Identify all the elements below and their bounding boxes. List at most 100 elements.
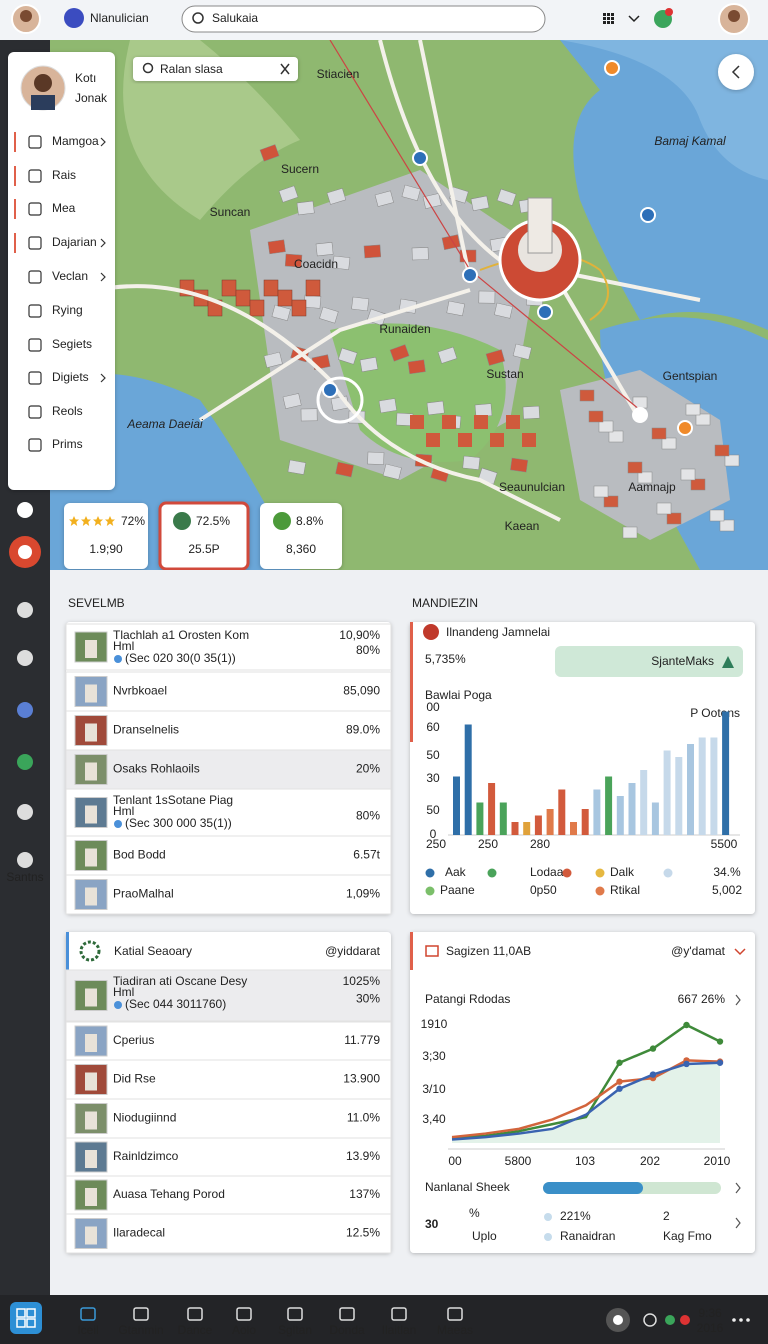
menu-item: Prims — [52, 437, 83, 451]
map-label: Aeama Daeiai — [126, 417, 203, 431]
list-row[interactable]: Bod Bodd 6.57t — [65, 835, 392, 876]
bottom-nav-item[interactable]: Gtanmin — [118, 1307, 164, 1337]
row-title: Ilaradecal — [113, 1226, 165, 1240]
bottom-nav-item[interactable]: Donda — [329, 1307, 365, 1337]
nav-label: Gtanmin — [118, 1323, 163, 1337]
bar — [546, 809, 554, 835]
stat-badge: 72.5% — [196, 514, 230, 528]
avatar-face — [20, 10, 32, 22]
menu-row[interactable]: Prims — [52, 437, 83, 451]
y-tick-label: 30 — [426, 771, 440, 785]
row-bg — [65, 710, 392, 751]
apps-icon — [603, 13, 606, 16]
menu-icon — [28, 338, 42, 352]
menu-row[interactable]: Mea — [52, 201, 76, 215]
list-row[interactable]: Osaks Rohlaoils 20% — [65, 749, 392, 790]
bottom-nav-item[interactable]: Aolo — [232, 1307, 256, 1337]
home-icon — [16, 1318, 26, 1328]
bottom-bar — [0, 1295, 768, 1344]
card-icon — [79, 940, 101, 962]
map[interactable]: Stiacien Sucern Suncan Coacidn Runaiden Susta… — [50, 40, 768, 570]
y-tick-label: 50 — [426, 748, 440, 762]
row-subtitle: Hml — [113, 804, 134, 818]
card-title: Katial Seaoary — [114, 944, 192, 958]
list-row[interactable]: Niodugiinnd 11.0% — [65, 1098, 392, 1139]
chevron — [100, 238, 106, 248]
search-icon — [142, 62, 154, 74]
row-meta: (Sec 300 000 35(1)) — [125, 816, 232, 830]
bottom-nav-item[interactable]: Iceil — [77, 1307, 99, 1337]
bottom-nav-item[interactable]: Dance — [178, 1307, 213, 1337]
link[interactable]: @y'damat — [671, 944, 725, 958]
list-row[interactable]: Auasa Tehang Porod 137% — [65, 1175, 392, 1215]
menu-row[interactable]: Segiets — [52, 337, 92, 351]
profile-name: Kotı — [75, 71, 96, 85]
nav-label: Dance — [178, 1323, 213, 1337]
legend-label: 5,002 — [712, 883, 742, 897]
menu-icon — [28, 304, 42, 318]
map-label: Suncan — [210, 205, 251, 219]
list-row[interactable]: PraoMalhal 1,09% — [65, 874, 392, 915]
menu-marker — [14, 199, 16, 219]
row-title: Osaks Rohlaoils — [113, 762, 200, 776]
home-icon — [26, 1308, 36, 1318]
menu-row[interactable]: Veclan — [52, 269, 88, 283]
menu-row[interactable]: Reols — [52, 404, 83, 418]
progress-fill — [543, 1182, 643, 1194]
list-row[interactable]: Did Rse 13.900 — [65, 1059, 392, 1100]
menu-row[interactable]: Digiets — [52, 370, 89, 384]
legend-label: 0p50 — [530, 883, 557, 897]
y-tick-label: 60 — [426, 720, 440, 734]
bottom-nav-item[interactable]: Sgltan — [278, 1307, 312, 1337]
card-link: @y'damat — [671, 944, 725, 958]
list-row[interactable]: Dranselnelis 89.0% — [65, 710, 392, 751]
road — [378, 40, 701, 302]
map-search — [133, 57, 298, 81]
row-meta: (Sec 020 30(0 35(1)) — [125, 651, 236, 665]
map-pin — [604, 60, 620, 76]
link[interactable]: @yiddarat — [325, 944, 381, 958]
nav-label: Sgltan — [278, 1323, 312, 1337]
building — [510, 457, 529, 473]
summary-title: Nanlanal Sheek — [425, 1180, 511, 1194]
building — [335, 461, 354, 478]
row-value: 13.900 — [343, 1072, 380, 1086]
menu-row[interactable]: Dajarian — [52, 235, 97, 249]
list-row[interactable]: Nvrbkoael 85,090 — [65, 671, 392, 712]
menu-row[interactable]: Rying — [52, 303, 83, 317]
list-row[interactable]: Rainldzimco 13.9% — [65, 1137, 392, 1177]
bottom-nav-item[interactable]: Maeas — [437, 1307, 473, 1337]
thumbnail-building — [85, 762, 97, 781]
apps-icon — [603, 21, 606, 24]
search-placeholder: Salukaia — [212, 11, 258, 25]
thumbnail-building — [85, 887, 97, 906]
building — [442, 415, 456, 429]
building — [411, 247, 429, 261]
menu-marker — [14, 233, 16, 253]
list-row[interactable]: Cperius 11.779 — [65, 1021, 392, 1061]
chevron — [100, 373, 106, 383]
chart-subtitle: Bawlai Poga — [425, 688, 492, 702]
line — [451, 1023, 721, 1140]
bar — [710, 737, 718, 835]
x-tick-label: 250 — [426, 837, 446, 851]
building — [603, 495, 619, 508]
building — [719, 519, 735, 532]
building — [278, 185, 299, 203]
menu-row[interactable]: Mamgoa — [52, 134, 99, 148]
menu-icon — [28, 135, 42, 149]
bar — [616, 796, 624, 835]
row-title: Nvrbkoael — [113, 684, 167, 698]
summary-mid: 221% — [560, 1209, 591, 1223]
row-bg — [65, 788, 392, 837]
list-row[interactable]: Ilaradecal 12.5% — [65, 1213, 392, 1254]
building — [378, 398, 397, 414]
bottom-nav-item[interactable]: Ilaitlan — [382, 1307, 417, 1337]
bar — [675, 757, 683, 835]
menu-row[interactable]: Rais — [52, 168, 76, 182]
pill — [555, 646, 743, 677]
marker-ring — [316, 376, 364, 424]
